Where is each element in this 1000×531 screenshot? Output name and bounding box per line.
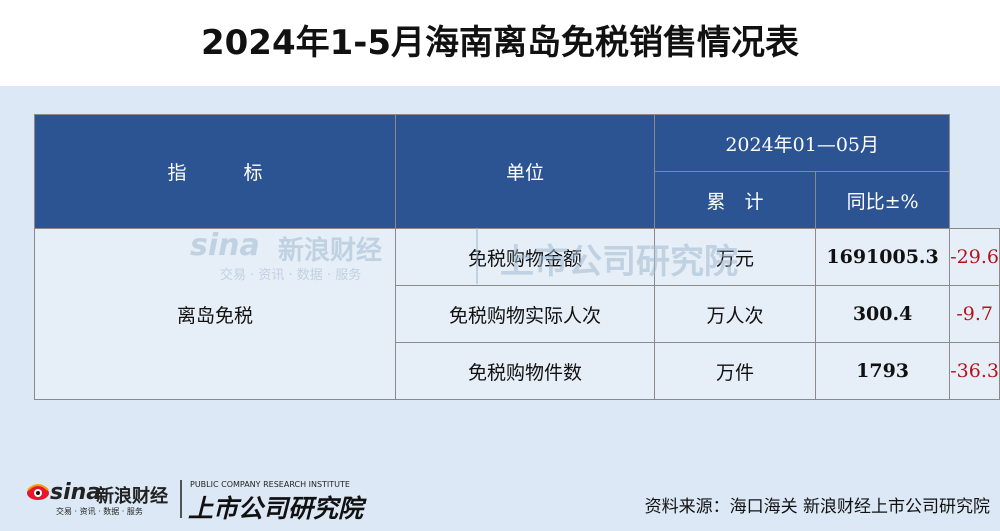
sina-eye-icon xyxy=(27,480,182,518)
source-note: 资料来源：海口海关 新浪财经上市公司研究院 xyxy=(644,497,990,517)
row-name: 免税购物金额 xyxy=(394,228,656,286)
footer-logo-sina-cn: 新浪财经 xyxy=(96,486,168,507)
row-value: 300.4 xyxy=(814,285,951,343)
header-indicator: 指 标 xyxy=(34,114,396,229)
row-value: 1691005.3 xyxy=(814,228,951,286)
footer-logo-sina-sub: 交易 · 资讯 · 数据 · 服务 xyxy=(56,507,143,516)
row-unit: 万件 xyxy=(654,342,816,400)
header-yoy: 同比±% xyxy=(814,171,951,229)
footer-logo-research-en: PUBLIC COMPANY RESEARCH INSTITUTE xyxy=(190,480,350,489)
header-period: 2024年01—05月 xyxy=(654,114,951,172)
table-row: 免税购物件数 万件 1793 -36.3 xyxy=(35,342,1000,400)
row-yoy: -9.7 xyxy=(949,285,1000,343)
row-unit: 万元 xyxy=(654,228,816,286)
table-row: 离岛免税 免税购物金额 万元 1691005.3 -29.6 xyxy=(34,228,1000,400)
row-value: 1793 xyxy=(814,342,951,400)
row-name: 免税购物实际人次 xyxy=(394,285,656,343)
row-yoy: -29.6 xyxy=(949,228,1000,286)
row-unit: 万人次 xyxy=(654,285,816,343)
page-title: 2024年1-5月海南离岛免税销售情况表 xyxy=(0,0,1000,86)
footer-logo-research: 上市公司研究院 xyxy=(188,494,364,523)
header-unit: 单位 xyxy=(394,114,656,229)
group-label: 离岛免税 xyxy=(34,228,396,400)
row-yoy: -36.3 xyxy=(949,342,1000,400)
footer-logo-sina: sina xyxy=(50,480,102,505)
footer-logo: sina 新浪财经 交易 · 资讯 · 数据 · 服务 PUBLIC COMPA… xyxy=(26,478,366,523)
sales-table: 指 标 单位 2024年01—05月 累 计 同比±% 离岛免税 免税购物金额 … xyxy=(34,114,1000,400)
table-row: 免税购物实际人次 万人次 300.4 -9.7 xyxy=(35,285,1000,343)
row-name: 免税购物件数 xyxy=(394,342,656,400)
header-cumulative: 累 计 xyxy=(654,171,816,229)
